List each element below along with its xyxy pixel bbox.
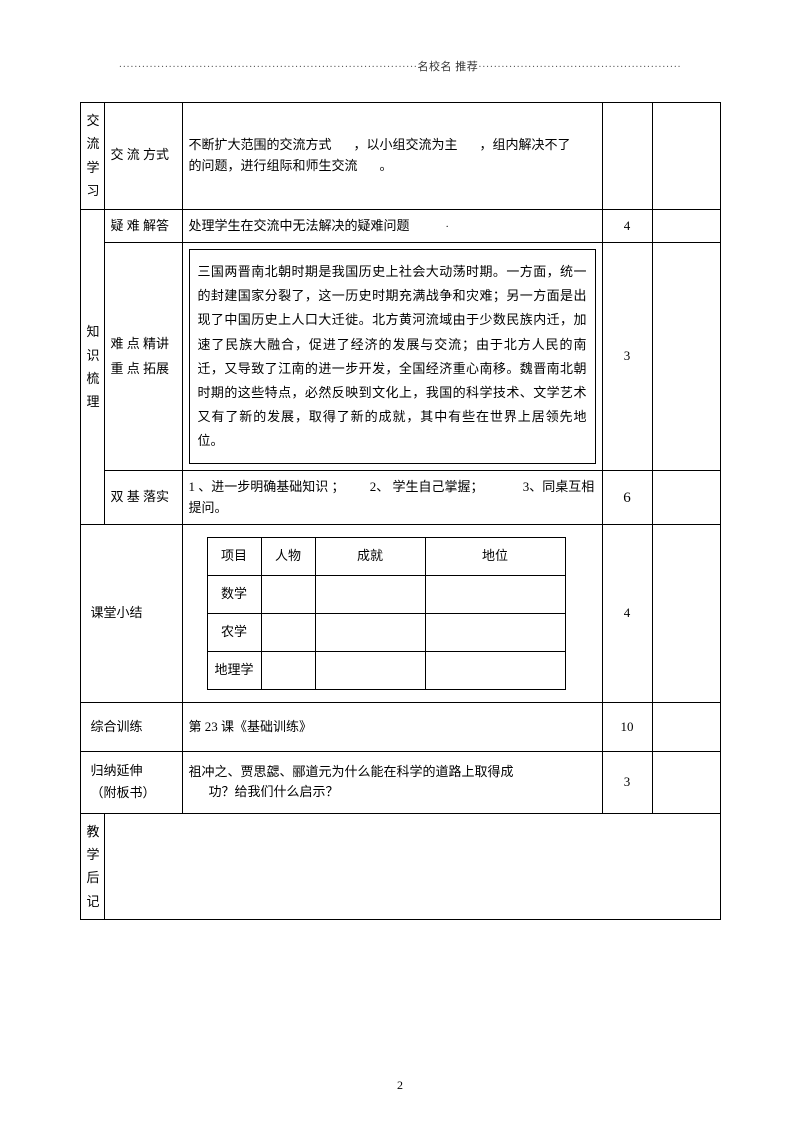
inner-cell xyxy=(425,613,565,651)
inner-header: 项目 xyxy=(207,538,261,576)
inner-cell: 农学 xyxy=(207,613,261,651)
lesson-plan-table: 交流学习 交 流 方式 不断扩大范围的交流方式，以小组交流为主，组内解决不了 的… xyxy=(80,102,721,920)
cell-extra xyxy=(652,702,720,752)
cell-label: 归纳延伸 （附板书） xyxy=(80,752,182,813)
cell-content: 1 、进一步明确基础知识 ； 2、 学生自己掌握； 3、同桌互相 提问。 xyxy=(182,470,602,525)
cell-content: 项目 人物 成就 地位 数学 农学 地理 xyxy=(182,525,602,702)
cell-time: 3 xyxy=(602,752,652,813)
inner-cell xyxy=(425,651,565,689)
inner-cell: 地理学 xyxy=(207,651,261,689)
table-row: 综合训练 第 23 课《基础训练》 10 xyxy=(80,702,720,752)
cell-time: 6 xyxy=(602,470,652,525)
table-row: 交流学习 交 流 方式 不断扩大范围的交流方式，以小组交流为主，组内解决不了 的… xyxy=(80,103,720,210)
header-dots-right: ········································… xyxy=(478,62,681,73)
cell-extra xyxy=(652,243,720,470)
cell-label: 疑 难 解答 xyxy=(104,209,182,243)
cell-time: 4 xyxy=(602,525,652,702)
page-header: ········································… xyxy=(0,0,800,74)
cell-time: 10 xyxy=(602,702,652,752)
cell-content: 不断扩大范围的交流方式，以小组交流为主，组内解决不了 的问题，进行组际和师生交流… xyxy=(182,103,602,210)
header-dots-left: ········································… xyxy=(119,62,418,73)
highlight-content-box: 三国两晋南北朝时期是我国历史上社会大动荡时期。一方面，统一的封建国家分裂了，这一… xyxy=(189,249,596,463)
page-number: 2 xyxy=(0,1078,800,1093)
inner-cell xyxy=(315,576,425,614)
section-label-exchange: 交流学习 xyxy=(80,103,104,210)
cell-label: 双 基 落实 xyxy=(104,470,182,525)
table-row: 知识梳理 疑 难 解答 处理学生在交流中无法解决的疑难问题· 4 xyxy=(80,209,720,243)
inner-header: 地位 xyxy=(425,538,565,576)
cell-extra xyxy=(652,752,720,813)
cell-label: 难 点 精讲 重 点 拓展 xyxy=(104,243,182,470)
cell-label: 综合训练 xyxy=(80,702,182,752)
table-row: 教学后记 xyxy=(80,813,720,920)
inner-header: 成就 xyxy=(315,538,425,576)
table-row: 地理学 xyxy=(207,651,565,689)
table-row: 归纳延伸 （附板书） 祖冲之、贾思勰、郦道元为什么能在科学的道路上取得成 功？给… xyxy=(80,752,720,813)
cell-time: 4 xyxy=(602,209,652,243)
inner-cell xyxy=(315,651,425,689)
summary-inner-table: 项目 人物 成就 地位 数学 农学 地理 xyxy=(207,537,566,689)
inner-cell xyxy=(425,576,565,614)
cell-extra xyxy=(652,525,720,702)
table-row: 农学 xyxy=(207,613,565,651)
table-row: 项目 人物 成就 地位 xyxy=(207,538,565,576)
cell-content xyxy=(104,813,720,920)
cell-time: 3 xyxy=(602,243,652,470)
table-row: 难 点 精讲 重 点 拓展 三国两晋南北朝时期是我国历史上社会大动荡时期。一方面… xyxy=(80,243,720,470)
cell-content: 祖冲之、贾思勰、郦道元为什么能在科学的道路上取得成 功？给我们什么启示？ xyxy=(182,752,602,813)
inner-cell: 数学 xyxy=(207,576,261,614)
inner-cell xyxy=(261,613,315,651)
cell-extra xyxy=(652,209,720,243)
inner-header: 人物 xyxy=(261,538,315,576)
inner-cell xyxy=(261,576,315,614)
cell-label: 课堂小结 xyxy=(80,525,182,702)
section-label-postscript: 教学后记 xyxy=(80,813,104,920)
cell-extra xyxy=(652,470,720,525)
cell-time xyxy=(602,103,652,210)
cell-content: 处理学生在交流中无法解决的疑难问题· xyxy=(182,209,602,243)
cell-label: 交 流 方式 xyxy=(104,103,182,210)
cell-content: 第 23 课《基础训练》 xyxy=(182,702,602,752)
section-label-knowledge: 知识梳理 xyxy=(80,209,104,525)
table-row: 数学 xyxy=(207,576,565,614)
cell-extra xyxy=(652,103,720,210)
cell-content: 三国两晋南北朝时期是我国历史上社会大动荡时期。一方面，统一的封建国家分裂了，这一… xyxy=(182,243,602,470)
table-row: 课堂小结 项目 人物 成就 地位 数学 农学 xyxy=(80,525,720,702)
header-title: 名校名 推荐 xyxy=(418,61,479,73)
inner-cell xyxy=(261,651,315,689)
inner-cell xyxy=(315,613,425,651)
table-row: 双 基 落实 1 、进一步明确基础知识 ； 2、 学生自己掌握； 3、同桌互相 … xyxy=(80,470,720,525)
